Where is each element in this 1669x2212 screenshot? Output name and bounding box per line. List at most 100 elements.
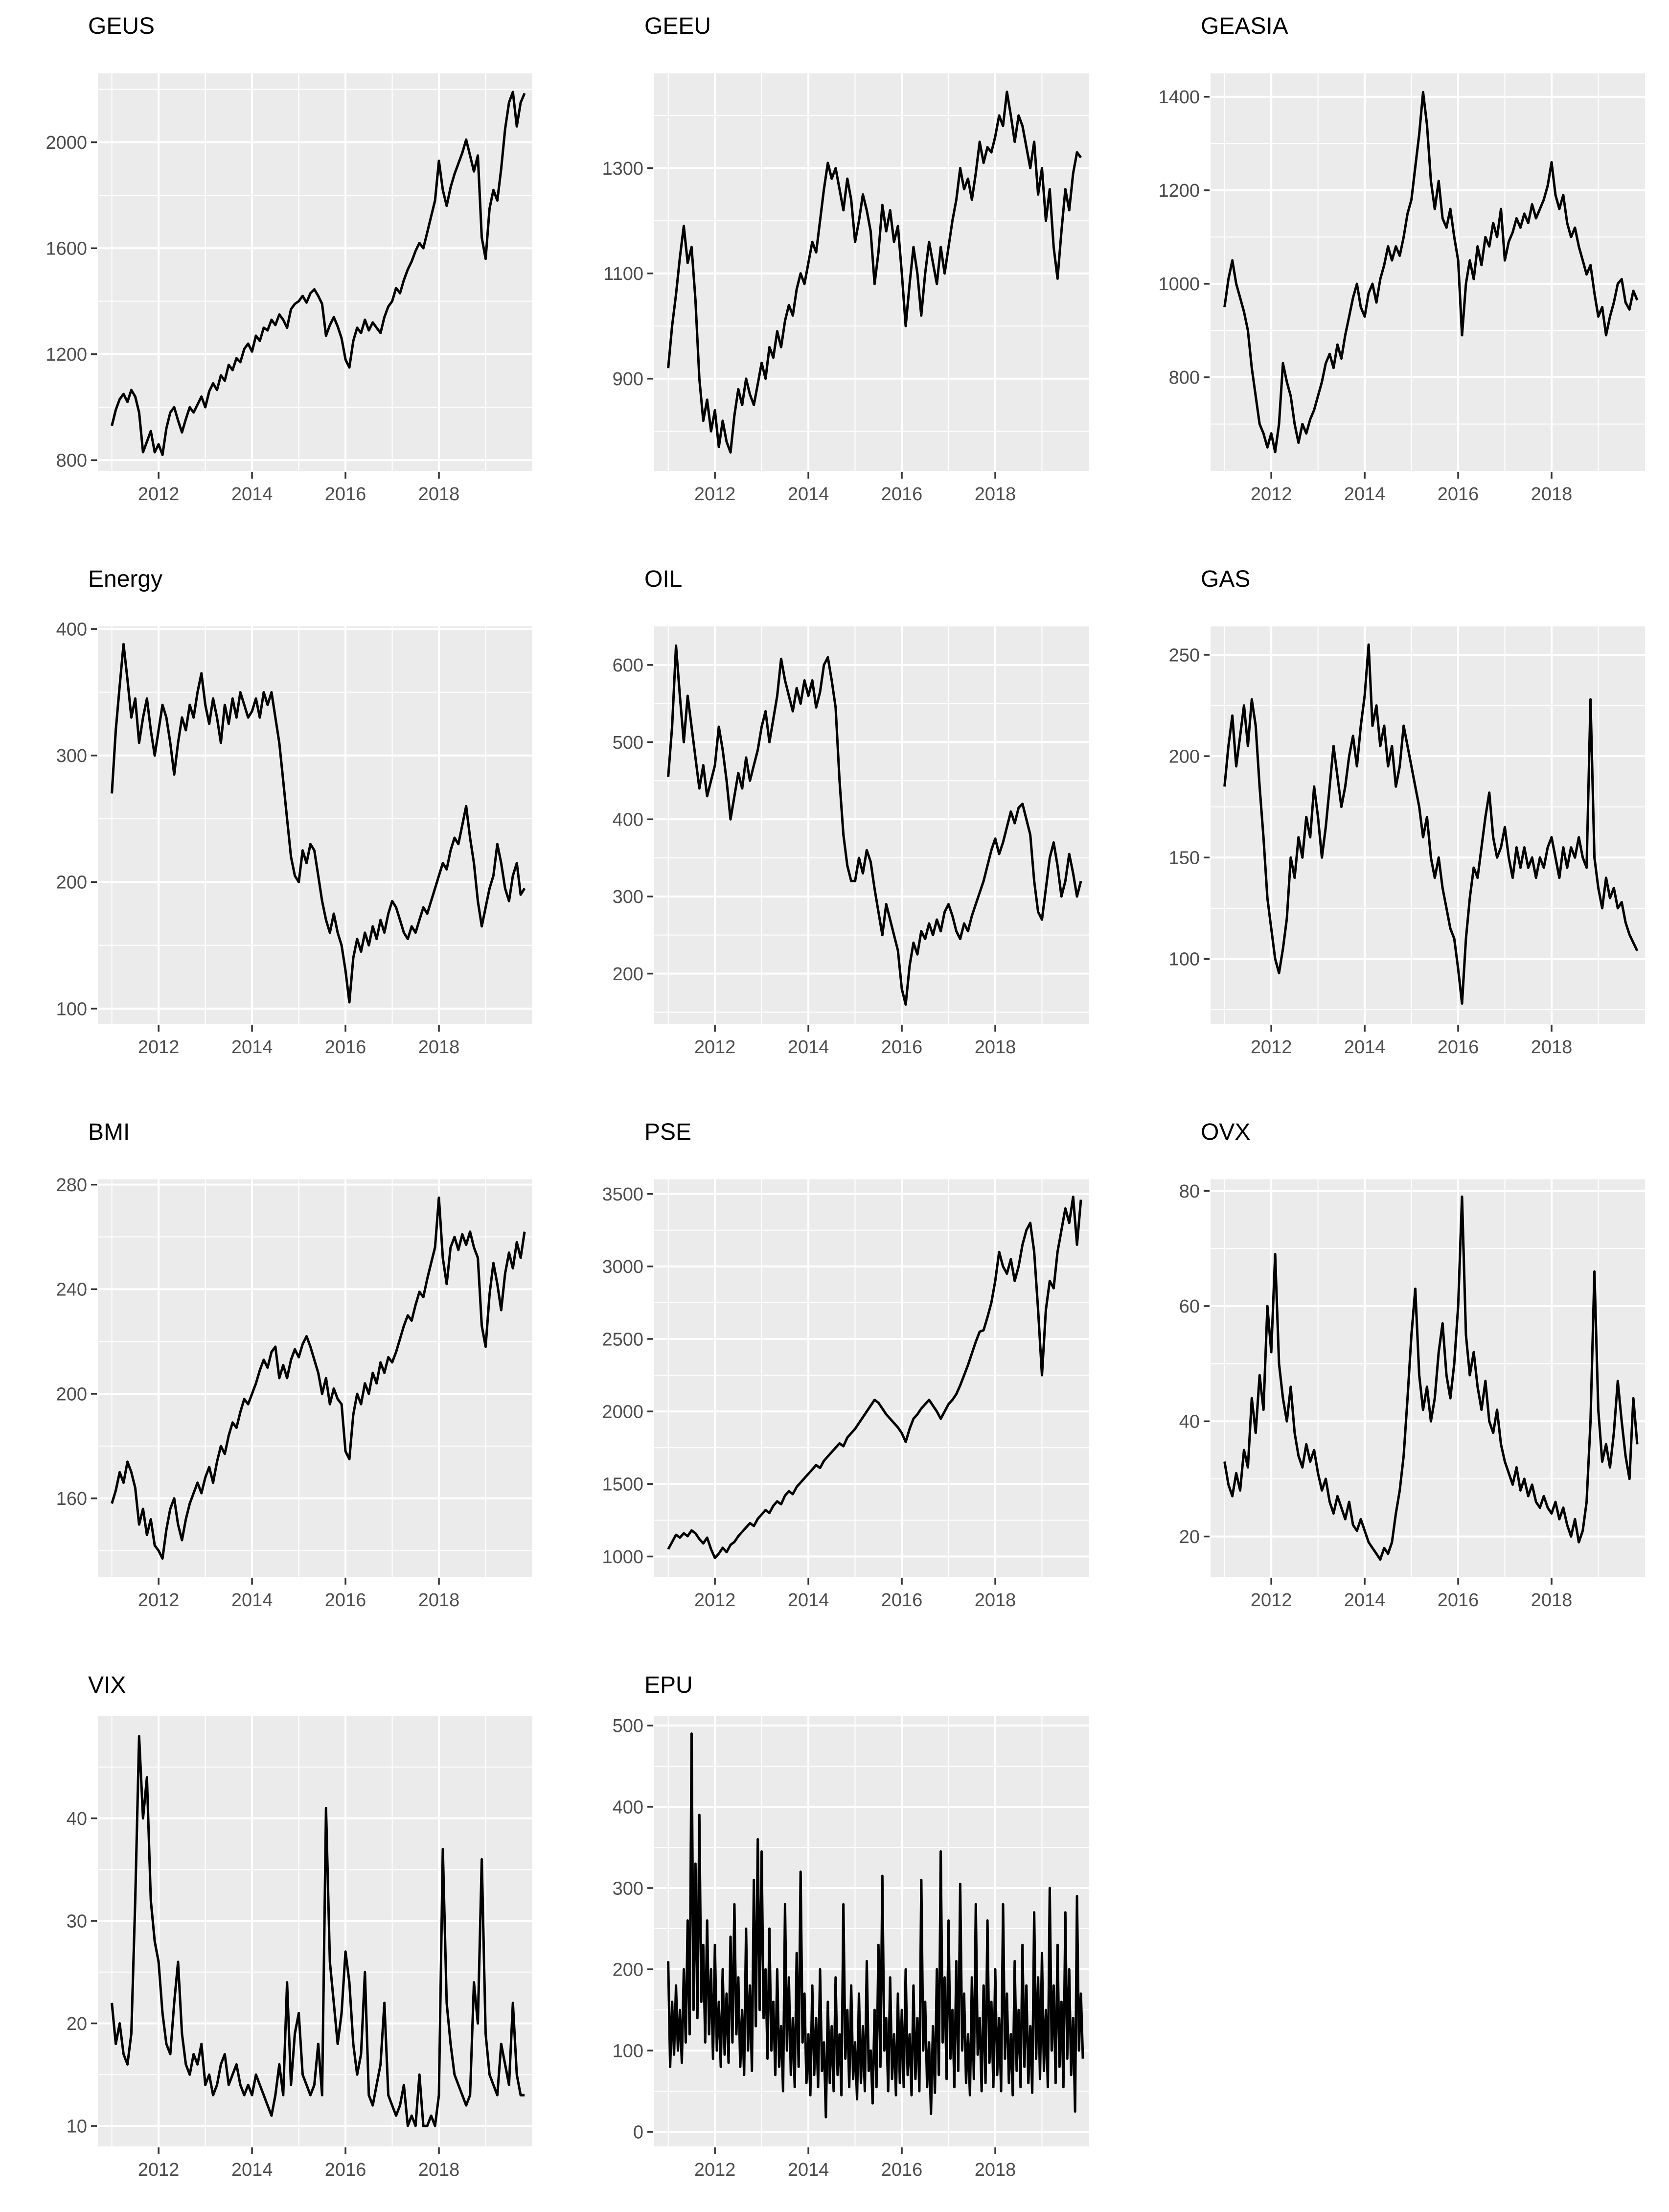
x-axis-label: 2016 (881, 2160, 923, 2180)
panel-title: VIX (88, 1672, 126, 1698)
y-axis-label: 600 (613, 655, 643, 676)
y-axis-label: 200 (56, 1384, 87, 1405)
empty-grid-cell (1113, 1659, 1669, 2212)
y-axis-label: 400 (56, 619, 87, 640)
y-axis-label: 40 (1179, 1412, 1200, 1432)
x-axis-label: 2012 (694, 1590, 736, 1611)
y-axis-label: 280 (56, 1175, 87, 1196)
x-axis-label: 2014 (1344, 484, 1386, 505)
y-axis-label: 1600 (46, 239, 87, 259)
y-axis-label: 200 (613, 964, 643, 985)
x-axis-label: 2016 (881, 1037, 923, 1058)
panel-title: GEASIA (1201, 13, 1288, 39)
y-axis-label: 300 (56, 746, 87, 766)
x-axis-label: 2018 (418, 1590, 460, 1611)
x-axis-label: 2014 (1344, 1037, 1386, 1058)
panel-title: GAS (1201, 566, 1251, 592)
y-axis-label: 200 (613, 1959, 643, 1980)
panel-title: PSE (644, 1119, 692, 1145)
series-line (667, 91, 1082, 454)
chart-energy: Energy 2012 2014 2016 2018 100 200 300 400 (0, 553, 556, 1106)
y-axis-label: 1400 (1158, 87, 1200, 108)
y-axis-label: 3500 (602, 1184, 643, 1205)
x-axis-label: 2018 (975, 1037, 1016, 1058)
y-axis-label: 250 (1169, 645, 1200, 666)
x-axis-label: 2014 (231, 484, 273, 505)
x-axis-label: 2018 (418, 484, 460, 505)
y-axis-label: 60 (1179, 1296, 1200, 1317)
panel-title: Energy (88, 566, 163, 592)
x-axis-label: 2014 (1344, 1590, 1386, 1611)
x-axis-label: 2016 (325, 1037, 366, 1058)
x-axis-label: 2016 (1438, 1590, 1479, 1611)
x-axis-label: 2018 (1531, 1590, 1573, 1611)
x-axis-label: 2014 (788, 1590, 829, 1611)
series-line (667, 1196, 1082, 1559)
x-axis-label: 2014 (231, 1590, 273, 1611)
series-line (111, 1735, 525, 2127)
y-axis-label: 20 (1179, 1527, 1200, 1547)
chart-epu: EPU 2012 2014 2016 2018 0 100 200 300 400 500 (556, 1659, 1113, 2212)
y-axis-label: 300 (613, 1878, 643, 1899)
plot-svg: 2012 2014 2016 2018 20 40 60 80 (1179, 1179, 1645, 1611)
plot-area (98, 73, 532, 471)
series-line (667, 1732, 1084, 2119)
panel-title: OVX (1201, 1119, 1251, 1145)
panel-title: BMI (88, 1119, 130, 1145)
y-axis-label: 10 (67, 2116, 87, 2137)
x-axis-label: 2012 (138, 1590, 180, 1611)
plot-svg: 2012 2014 2016 2018 160 200 240 280 (56, 1175, 532, 1611)
x-axis-label: 2012 (694, 484, 736, 505)
y-axis-label: 3000 (602, 1257, 643, 1277)
x-axis-label: 2018 (975, 1590, 1016, 1611)
y-axis-label: 800 (56, 451, 87, 471)
panel-title: OIL (644, 566, 683, 592)
x-axis-label: 2018 (418, 1037, 460, 1058)
y-axis-label: 100 (56, 999, 87, 1019)
series-line (1223, 643, 1639, 1005)
x-axis-label: 2016 (325, 1590, 366, 1611)
x-axis-label: 2014 (788, 2160, 829, 2180)
y-axis-label: 1200 (46, 345, 87, 365)
plot-area (1211, 1179, 1645, 1577)
x-axis-label: 2012 (1251, 1590, 1292, 1611)
y-axis-label: 500 (613, 1716, 643, 1736)
x-axis-label: 2012 (138, 1037, 180, 1058)
chart-geus: GEUS 2012 2014 2016 2018 800 1200 1600 2000 (0, 0, 556, 553)
plot-area (654, 73, 1089, 471)
y-axis-label: 1200 (1158, 181, 1200, 201)
y-axis-label: 100 (613, 2041, 643, 2061)
y-axis-label: 100 (1169, 949, 1200, 970)
y-axis-label: 40 (67, 1809, 87, 1829)
chart-pse: PSE 2012 2014 2016 2018 1000 1500 2000 2500 3000 3… (556, 1106, 1113, 1659)
y-axis-label: 400 (613, 809, 643, 830)
y-axis-label: 2000 (602, 1402, 643, 1422)
plot-area (654, 626, 1089, 1024)
y-axis-label: 160 (56, 1489, 87, 1509)
y-axis-label: 200 (1169, 746, 1200, 767)
chart-geeu: GEEU 2012 2014 2016 2018 900 1100 1300 (556, 0, 1113, 553)
plot-svg: 2012 2014 2016 2018 100 150 200 250 (1169, 626, 1645, 1058)
y-axis-label: 20 (67, 2014, 87, 2034)
x-axis-label: 2014 (788, 484, 829, 505)
x-axis-label: 2012 (138, 484, 180, 505)
x-axis-label: 2016 (325, 2160, 366, 2180)
x-axis-label: 2016 (881, 1590, 923, 1611)
y-axis-label: 900 (613, 369, 643, 390)
y-axis-label: 800 (1169, 368, 1200, 388)
series-line (111, 1196, 526, 1560)
series-line (1223, 1195, 1639, 1561)
panel-title: GEUS (88, 13, 155, 39)
x-axis-label: 2012 (1251, 1037, 1292, 1058)
y-axis-label: 30 (67, 1911, 87, 1932)
x-axis-label: 2014 (231, 1037, 273, 1058)
x-axis-label: 2016 (325, 484, 366, 505)
plot-svg: 2012 2014 2016 2018 800 1200 1600 2000 (46, 73, 532, 505)
y-axis-label: 500 (613, 733, 643, 753)
y-axis-label: 300 (613, 887, 643, 907)
chart-ovx: OVX 2012 2014 2016 2018 20 40 60 80 (1113, 1106, 1669, 1659)
x-axis-label: 2012 (1251, 484, 1292, 505)
x-axis-label: 2018 (975, 2160, 1016, 2180)
y-axis-label: 80 (1179, 1181, 1200, 1202)
y-axis-label: 0 (633, 2122, 643, 2143)
